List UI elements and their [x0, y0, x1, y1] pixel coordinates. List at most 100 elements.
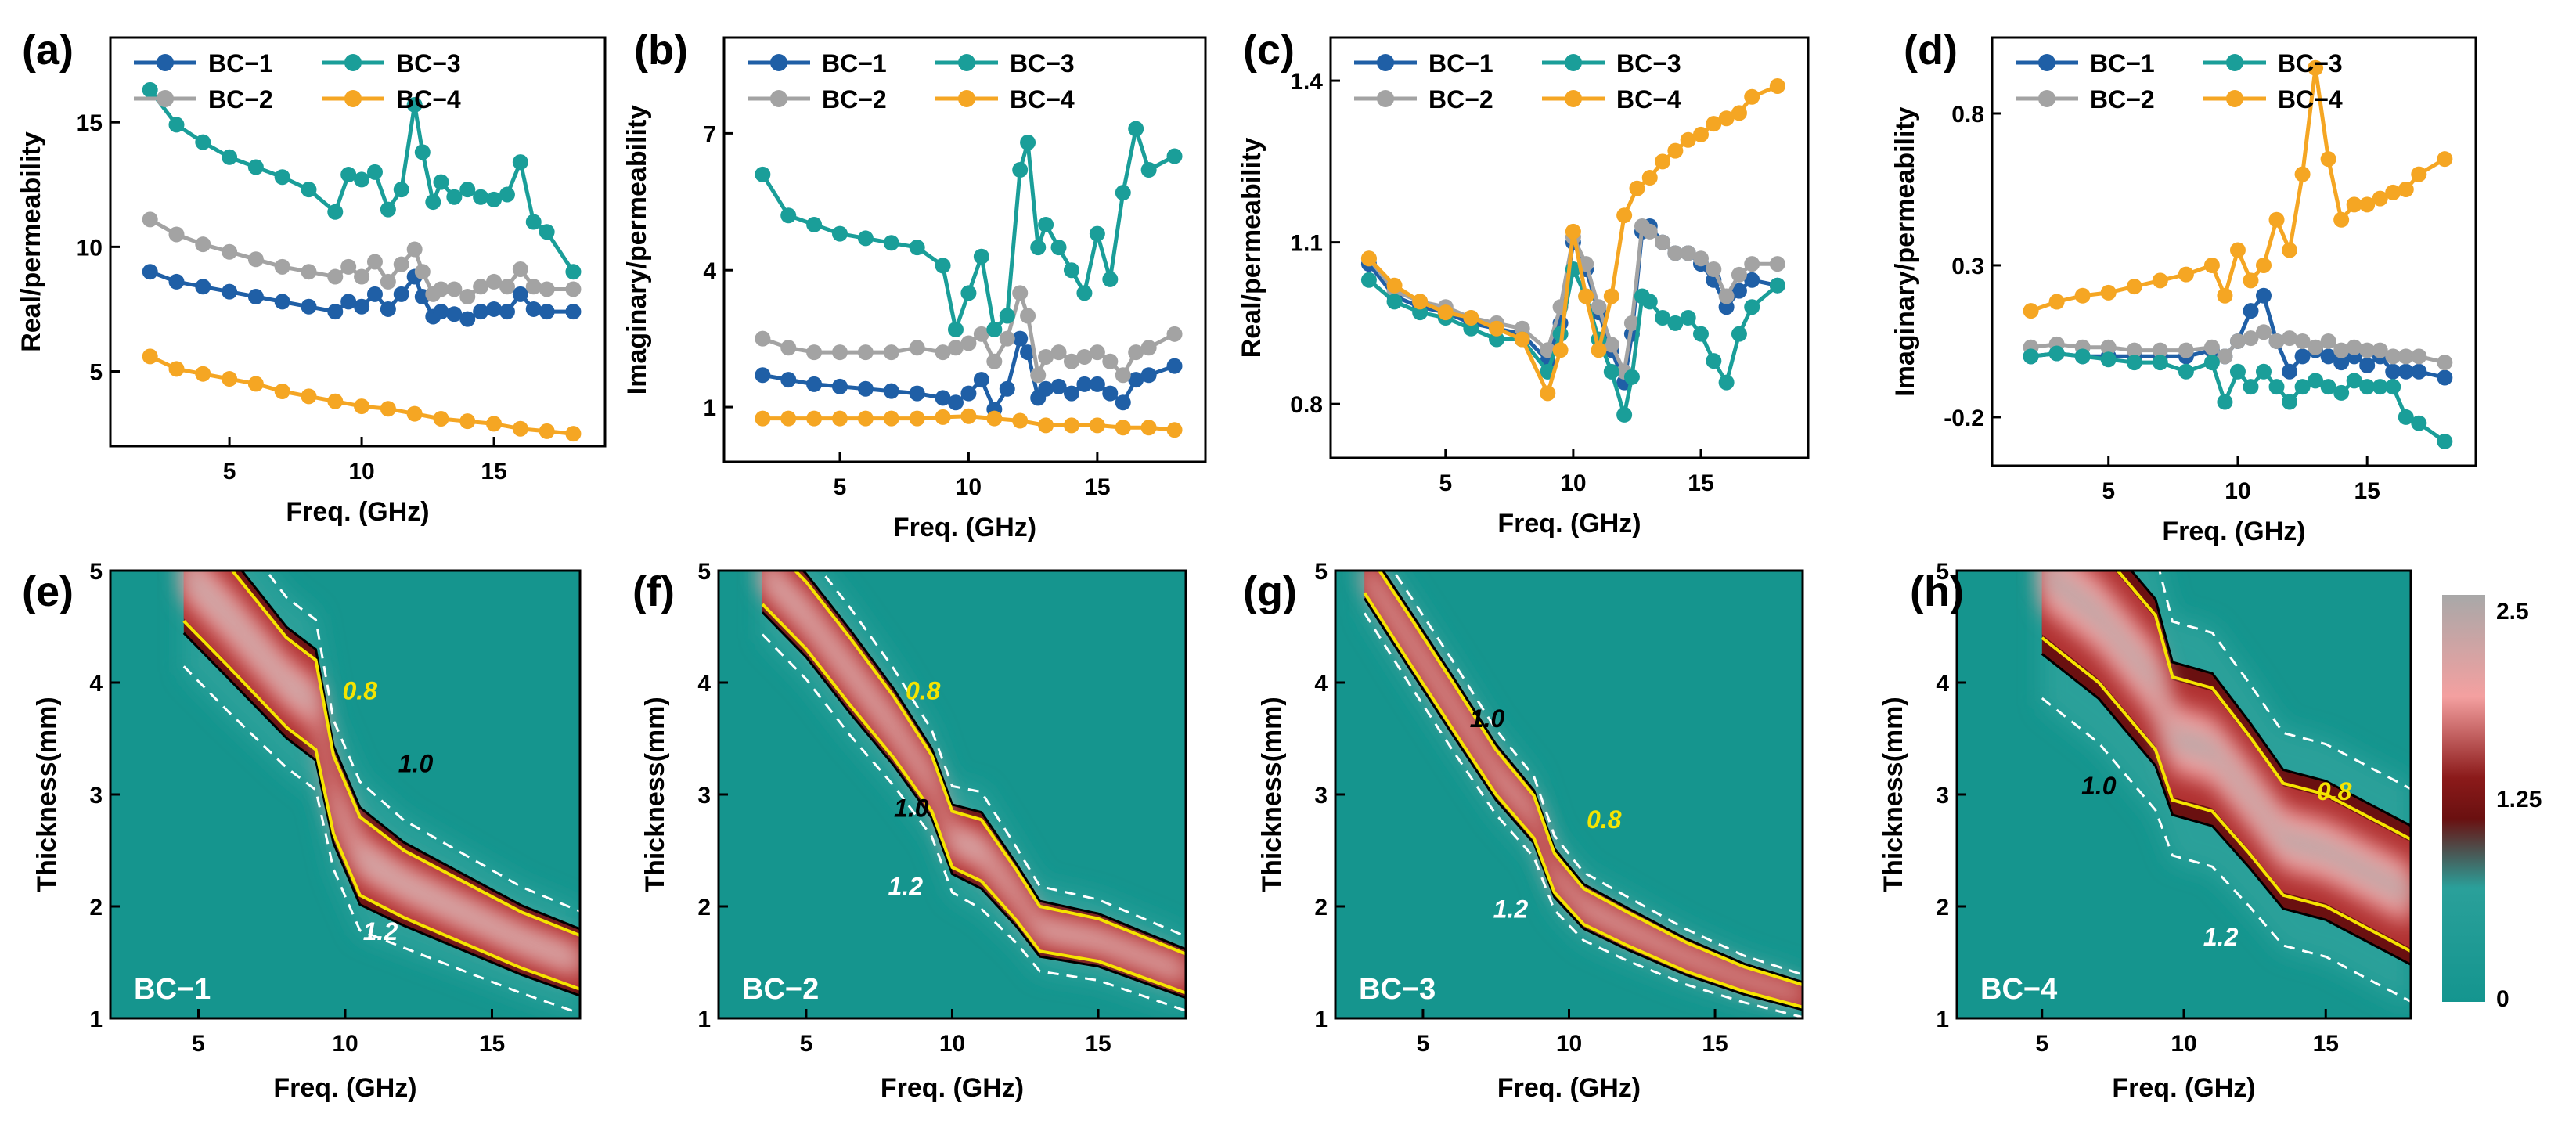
data-point — [2229, 363, 2246, 380]
heatmap-content — [1363, 571, 1803, 1018]
data-point — [2411, 348, 2427, 365]
x-tick-label: 5 — [1417, 1031, 1430, 1057]
data-point — [1012, 285, 1029, 301]
contour-0-8-upper — [793, 571, 1186, 956]
data-point — [1012, 162, 1029, 178]
data-point — [1641, 170, 1658, 186]
contour-1-0-lower — [1364, 597, 1803, 1011]
y-tick-label: 1.1 — [1290, 231, 1323, 257]
data-point — [1744, 88, 1760, 105]
data-point — [2048, 345, 2065, 362]
data-point — [2256, 324, 2272, 340]
y-tick-label: 5 — [1936, 559, 1949, 585]
data-point — [1089, 376, 1105, 392]
data-point — [301, 182, 317, 198]
data-point — [986, 410, 1003, 427]
data-point — [354, 268, 370, 285]
data-point — [909, 385, 925, 402]
data-point — [999, 380, 1015, 397]
series-bc-3 — [142, 81, 582, 280]
data-point — [366, 286, 383, 302]
data-point — [755, 410, 771, 427]
data-point — [2437, 433, 2453, 449]
data-point — [1437, 304, 1454, 321]
data-point — [2178, 342, 2194, 358]
data-point — [1603, 288, 1619, 304]
data-point — [1769, 277, 1785, 294]
data-point — [1655, 310, 1671, 326]
data-point — [1680, 245, 1696, 261]
data-point — [354, 398, 370, 415]
legend-label: BC−3 — [2278, 49, 2343, 77]
legend-label: BC−4 — [1616, 85, 1681, 113]
data-point — [2282, 363, 2298, 380]
data-point — [909, 240, 925, 256]
heatmap-band — [762, 571, 1186, 992]
x-tick-label: 5 — [223, 459, 236, 485]
contour-0-8-upper — [1377, 571, 1803, 987]
data-point — [1680, 131, 1696, 148]
data-point — [2294, 379, 2311, 395]
data-point — [831, 378, 848, 394]
data-point — [222, 283, 238, 300]
data-point — [2256, 287, 2272, 304]
data-point — [831, 344, 848, 361]
legend-marker — [1565, 90, 1582, 107]
heatmap-band-core — [1364, 571, 1803, 1003]
data-point — [2217, 348, 2233, 365]
data-point — [1629, 180, 1645, 196]
data-point — [806, 344, 823, 361]
data-point — [1463, 310, 1479, 326]
y-tick-label: 4 — [89, 671, 103, 697]
legend-marker — [344, 54, 362, 71]
contour-1-2-lower — [761, 633, 1186, 1012]
legend-marker — [2038, 90, 2055, 107]
legend-marker — [770, 90, 787, 107]
data-point — [1552, 342, 1569, 358]
data-point — [2308, 339, 2324, 355]
y-tick-label: 0.8 — [1290, 392, 1323, 418]
data-point — [247, 376, 264, 392]
data-point — [2294, 333, 2311, 349]
contour-label: 1.0 — [1470, 704, 1505, 733]
data-point — [539, 423, 555, 439]
data-point — [2126, 355, 2142, 371]
data-point — [195, 134, 211, 150]
y-tick-label: 0.8 — [1951, 102, 1984, 128]
data-point — [1655, 234, 1671, 250]
legend-marker — [958, 54, 975, 71]
contour-label: 1.2 — [888, 873, 924, 901]
data-point — [1744, 272, 1760, 288]
y-tick-label: 1 — [1314, 1007, 1328, 1032]
data-point — [142, 348, 158, 365]
data-point — [2243, 272, 2259, 289]
data-point — [1769, 256, 1785, 272]
data-point — [414, 144, 431, 160]
legend-label: BC−4 — [2278, 85, 2343, 113]
data-point — [1102, 385, 1119, 402]
data-point — [2411, 363, 2427, 380]
legend-label: BC−1 — [822, 49, 887, 77]
data-point — [883, 383, 899, 399]
data-point — [1680, 310, 1696, 326]
data-point — [486, 416, 503, 432]
data-point — [274, 169, 290, 186]
data-point — [486, 301, 503, 317]
data-point — [2229, 333, 2246, 349]
data-point — [1489, 320, 1505, 337]
data-point — [2385, 184, 2401, 200]
x-axis-label: Freq. (GHz) — [881, 1073, 1024, 1103]
legend: BC−1 BC−3 BC−2 BC−4 — [748, 49, 1075, 113]
data-point — [1769, 77, 1785, 94]
data-point — [512, 286, 528, 302]
legend-marker — [958, 90, 975, 107]
data-point — [2282, 394, 2298, 410]
data-point — [1012, 412, 1029, 429]
data-point — [1641, 294, 1658, 310]
data-point — [1128, 372, 1144, 388]
x-tick-label: 10 — [939, 1031, 965, 1057]
data-point — [1063, 262, 1079, 279]
data-point — [2308, 59, 2324, 76]
data-point — [2320, 333, 2336, 349]
data-point — [1076, 348, 1093, 365]
